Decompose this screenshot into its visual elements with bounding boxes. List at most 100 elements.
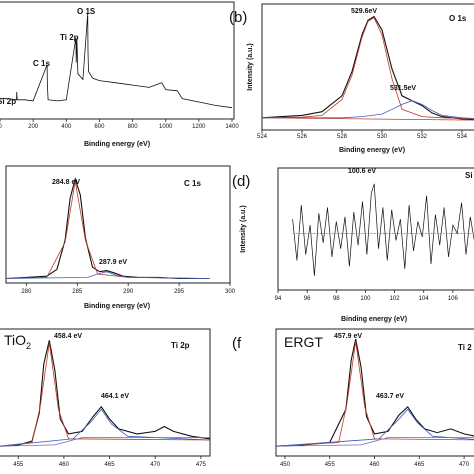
survey-annotation-o1s: O 1S xyxy=(77,7,96,16)
survey-plot xyxy=(0,13,233,109)
c1s-frame xyxy=(5,165,231,284)
x-tick-label: 102 xyxy=(390,296,401,302)
x-tick-label: 200 xyxy=(28,124,39,130)
c1s-x-ticks: 280 285 290 295 300 xyxy=(21,283,236,295)
x-tick-label: 100 xyxy=(360,296,371,302)
tio2-peak-label-1: 458.4 eV xyxy=(54,333,82,340)
survey-annotation-c1s: C 1s xyxy=(33,59,50,68)
x-tick-label: 300 xyxy=(225,289,236,295)
panel-survey: 0 200 400 600 800 1000 1200 1400 Binding energy… xyxy=(0,1,239,148)
o1s-element-label: O 1s xyxy=(449,14,467,23)
ergt-peak-label-1: 457.9 eV xyxy=(334,333,362,340)
x-tick-label: 295 xyxy=(174,289,185,295)
si-x-axis-label: Binding energy (eV) xyxy=(341,316,407,323)
series-line xyxy=(261,117,474,121)
series-line xyxy=(275,408,474,447)
x-tick-label: 470 xyxy=(459,462,470,468)
tio2-plot xyxy=(0,340,211,447)
x-tick-label: 526 xyxy=(297,134,308,140)
panel-tio2: TiO2 455 460 465 470 475 458.4 eV 464.1 eV T… xyxy=(0,328,211,468)
x-tick-label: 455 xyxy=(325,462,336,468)
series-line xyxy=(262,100,474,119)
o1s-x-ticks: 524 526 528 530 532 534 xyxy=(257,130,468,140)
x-tick-label: 280 xyxy=(21,289,32,295)
x-tick-label: 285 xyxy=(72,289,83,295)
o1s-peak-label-2: 531.5eV xyxy=(390,85,416,92)
survey-x-axis-label: Binding energy (eV) xyxy=(84,141,150,148)
x-tick-label: 455 xyxy=(13,462,24,468)
o1s-x-axis-label: Binding energy (eV) xyxy=(339,147,405,154)
tio2-peak-label-2: 464.1 eV xyxy=(101,393,129,400)
x-tick-label: 528 xyxy=(337,134,348,140)
x-tick-label: 104 xyxy=(419,296,430,302)
panel-c1s: 280 285 290 295 300 Binding energy (eV) 284.… xyxy=(5,165,236,310)
c1s-x-axis-label: Binding energy (eV) xyxy=(84,303,150,310)
series-line xyxy=(0,408,211,447)
ergt-frame xyxy=(275,328,474,457)
panel-letter-d: (d) xyxy=(232,173,250,190)
x-tick-label: 800 xyxy=(128,124,139,130)
x-tick-label: 475 xyxy=(196,462,207,468)
panel-o1s: (b) 524 526 528 530 532 534 Binding energy (e… xyxy=(229,3,474,154)
c1s-plot xyxy=(5,177,210,280)
ergt-element-label: Ti 2 xyxy=(458,343,472,352)
x-tick-label: 465 xyxy=(105,462,116,468)
survey-frame xyxy=(0,1,235,120)
series-line xyxy=(261,17,474,120)
x-tick-label: 98 xyxy=(333,296,340,302)
survey-annotation-ti2p: Ti 2p xyxy=(60,33,79,42)
tio2-x-ticks: 455 460 465 470 475 xyxy=(13,456,207,468)
x-tick-label: 1000 xyxy=(159,124,173,130)
x-tick-label: 290 xyxy=(123,289,134,295)
tio2-sample-label: TiO2 xyxy=(4,332,31,351)
x-tick-label: 530 xyxy=(377,134,388,140)
si-element-label: Si xyxy=(465,171,473,180)
x-tick-label: 450 xyxy=(280,462,291,468)
x-tick-label: 460 xyxy=(370,462,381,468)
survey-x-ticks: 0 200 400 600 800 1000 1200 1400 xyxy=(0,119,239,130)
x-tick-label: 600 xyxy=(94,124,105,130)
o1s-y-axis-label: Intensity (a.u.) xyxy=(247,43,254,90)
si-plot xyxy=(292,183,474,276)
x-tick-label: 532 xyxy=(417,134,428,140)
si-frame xyxy=(277,167,474,291)
panel-letter-b: (b) xyxy=(229,9,247,26)
x-tick-label: 96 xyxy=(304,296,311,302)
o1s-peak-label-1: 529.6eV xyxy=(351,8,377,15)
si-x-ticks: 94 96 98 100 102 104 106 xyxy=(275,290,459,302)
panel-ergt: (f ERGT 450 455 460 465 470 457.9 eV 463.7 e… xyxy=(232,328,474,468)
series-line xyxy=(0,13,233,109)
x-tick-label: 460 xyxy=(59,462,70,468)
series-line xyxy=(275,338,474,447)
x-tick-label: 465 xyxy=(414,462,425,468)
o1s-frame xyxy=(261,3,474,131)
series-line xyxy=(0,340,211,447)
x-tick-label: 106 xyxy=(448,296,459,302)
tio2-element-label: Ti 2p xyxy=(171,341,190,350)
tio2-frame xyxy=(0,328,211,457)
panel-letter-f: (f xyxy=(232,335,242,352)
ergt-x-ticks: 450 455 460 465 470 xyxy=(280,456,470,468)
series-line xyxy=(261,15,474,121)
x-tick-label: 1400 xyxy=(225,124,239,130)
series-line xyxy=(0,342,211,447)
x-tick-label: 0 xyxy=(0,124,2,130)
x-tick-label: 534 xyxy=(457,134,468,140)
series-line xyxy=(5,271,210,279)
ergt-plot xyxy=(275,338,474,447)
series-line xyxy=(292,183,474,276)
c1s-element-label: C 1s xyxy=(184,179,201,188)
ergt-peak-label-2: 463.7 eV xyxy=(376,393,404,400)
c1s-peak-label-2: 287.9 eV xyxy=(99,259,127,266)
ergt-sample-label: ERGT xyxy=(284,334,323,350)
survey-annotation-si2p: Si 2p xyxy=(0,97,16,106)
x-tick-label: 1200 xyxy=(192,124,206,130)
x-tick-label: 524 xyxy=(257,134,268,140)
si-peak-label-1: 100.6 eV xyxy=(348,168,376,175)
c1s-peak-label-1: 284.8 eV xyxy=(52,179,80,186)
series-line xyxy=(0,437,210,447)
x-tick-label: 94 xyxy=(275,296,282,302)
series-line xyxy=(275,437,474,447)
panel-si: (d) 94 96 98 100 102 104 106 Binding energy (e… xyxy=(232,167,474,323)
